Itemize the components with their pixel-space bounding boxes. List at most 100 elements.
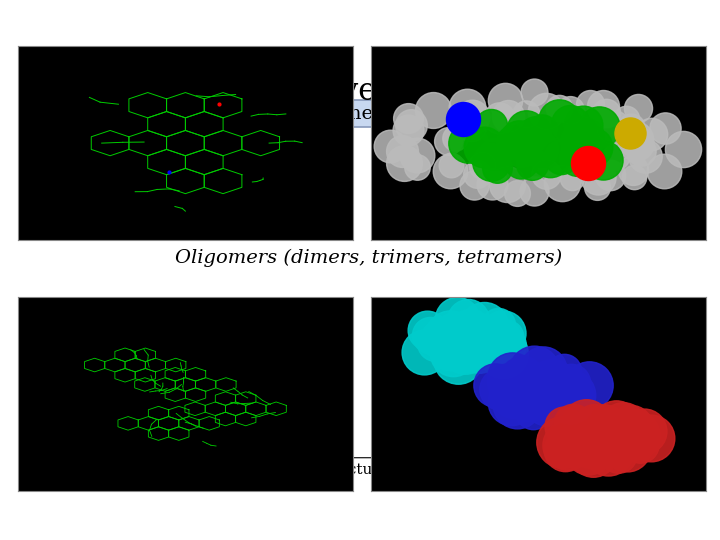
Point xyxy=(459,344,470,353)
Point xyxy=(481,341,492,349)
Point xyxy=(536,125,548,133)
Point xyxy=(613,435,625,443)
Point xyxy=(600,109,612,117)
Point xyxy=(583,381,595,389)
Point xyxy=(598,440,609,449)
Point xyxy=(645,434,657,442)
Point xyxy=(424,330,436,339)
Point xyxy=(558,367,570,375)
Point xyxy=(659,167,670,176)
Point xyxy=(593,123,605,132)
Point xyxy=(556,178,567,187)
Point xyxy=(528,367,539,375)
Point xyxy=(451,315,463,324)
Point xyxy=(529,128,541,137)
Point xyxy=(506,137,518,145)
Point xyxy=(629,431,640,440)
Point xyxy=(546,392,558,400)
Point xyxy=(465,122,477,131)
Point xyxy=(598,102,609,111)
Point xyxy=(646,130,657,138)
Point xyxy=(517,135,528,144)
Point xyxy=(571,154,582,163)
Point xyxy=(613,438,625,447)
Point xyxy=(591,183,603,192)
Point xyxy=(528,88,540,97)
Point xyxy=(495,336,506,345)
Point xyxy=(405,120,417,129)
Point xyxy=(582,446,593,455)
Point xyxy=(660,123,671,132)
Point xyxy=(479,143,490,152)
Point xyxy=(554,104,565,112)
Point xyxy=(598,156,609,164)
Point xyxy=(467,113,478,122)
Point xyxy=(545,152,557,161)
Point xyxy=(556,153,567,161)
Point xyxy=(639,152,651,160)
Text: lecture 4: lecture 4 xyxy=(334,463,404,477)
Point xyxy=(577,146,588,154)
Point xyxy=(566,174,577,183)
Point xyxy=(600,430,612,438)
Point xyxy=(466,347,477,356)
Text: Oligomers (dimers, trimers, tetramers): Oligomers (dimers, trimers, tetramers) xyxy=(176,249,562,267)
Point xyxy=(448,341,459,349)
Point xyxy=(522,386,534,395)
Point xyxy=(549,380,560,389)
Point xyxy=(587,434,598,442)
Point xyxy=(585,440,597,449)
Point xyxy=(592,173,603,181)
Point xyxy=(527,407,539,415)
Point xyxy=(588,431,599,440)
Point xyxy=(511,189,523,198)
Point xyxy=(582,158,594,167)
Point xyxy=(453,354,464,363)
Point xyxy=(478,321,490,330)
Point xyxy=(603,446,614,454)
Point xyxy=(625,123,636,132)
Point xyxy=(441,339,453,348)
Point xyxy=(631,139,642,147)
Point xyxy=(584,100,595,109)
Point xyxy=(604,437,616,445)
Point xyxy=(564,391,576,400)
Point xyxy=(473,348,485,356)
Point xyxy=(498,349,509,357)
Point xyxy=(457,114,469,123)
Point xyxy=(461,103,472,112)
Point xyxy=(402,126,414,134)
Point xyxy=(485,158,496,166)
Point xyxy=(489,150,500,159)
Point xyxy=(517,374,528,382)
Point xyxy=(492,320,503,329)
Point xyxy=(476,161,487,170)
Point xyxy=(411,151,423,160)
Point xyxy=(502,112,513,120)
Point xyxy=(541,106,552,115)
Point xyxy=(505,397,517,406)
Point xyxy=(501,179,513,188)
Point xyxy=(626,422,637,430)
Point xyxy=(513,136,525,144)
Point xyxy=(539,377,550,386)
Point xyxy=(515,141,526,150)
Point xyxy=(472,170,483,178)
Point xyxy=(635,147,647,156)
Point xyxy=(449,134,460,143)
Point xyxy=(579,131,590,140)
Point xyxy=(540,170,552,178)
Point xyxy=(638,427,649,435)
Point xyxy=(448,348,459,357)
Point xyxy=(610,152,621,160)
Text: Organization level of ashaltens (2): Organization level of ashaltens (2) xyxy=(102,76,636,107)
Point xyxy=(519,381,531,389)
Point xyxy=(520,125,531,134)
Point xyxy=(565,379,577,388)
Point xyxy=(620,114,631,123)
Point xyxy=(473,332,485,340)
Text: 17: 17 xyxy=(618,463,637,477)
Point xyxy=(629,135,640,144)
Point xyxy=(487,179,498,188)
Point xyxy=(562,441,573,449)
